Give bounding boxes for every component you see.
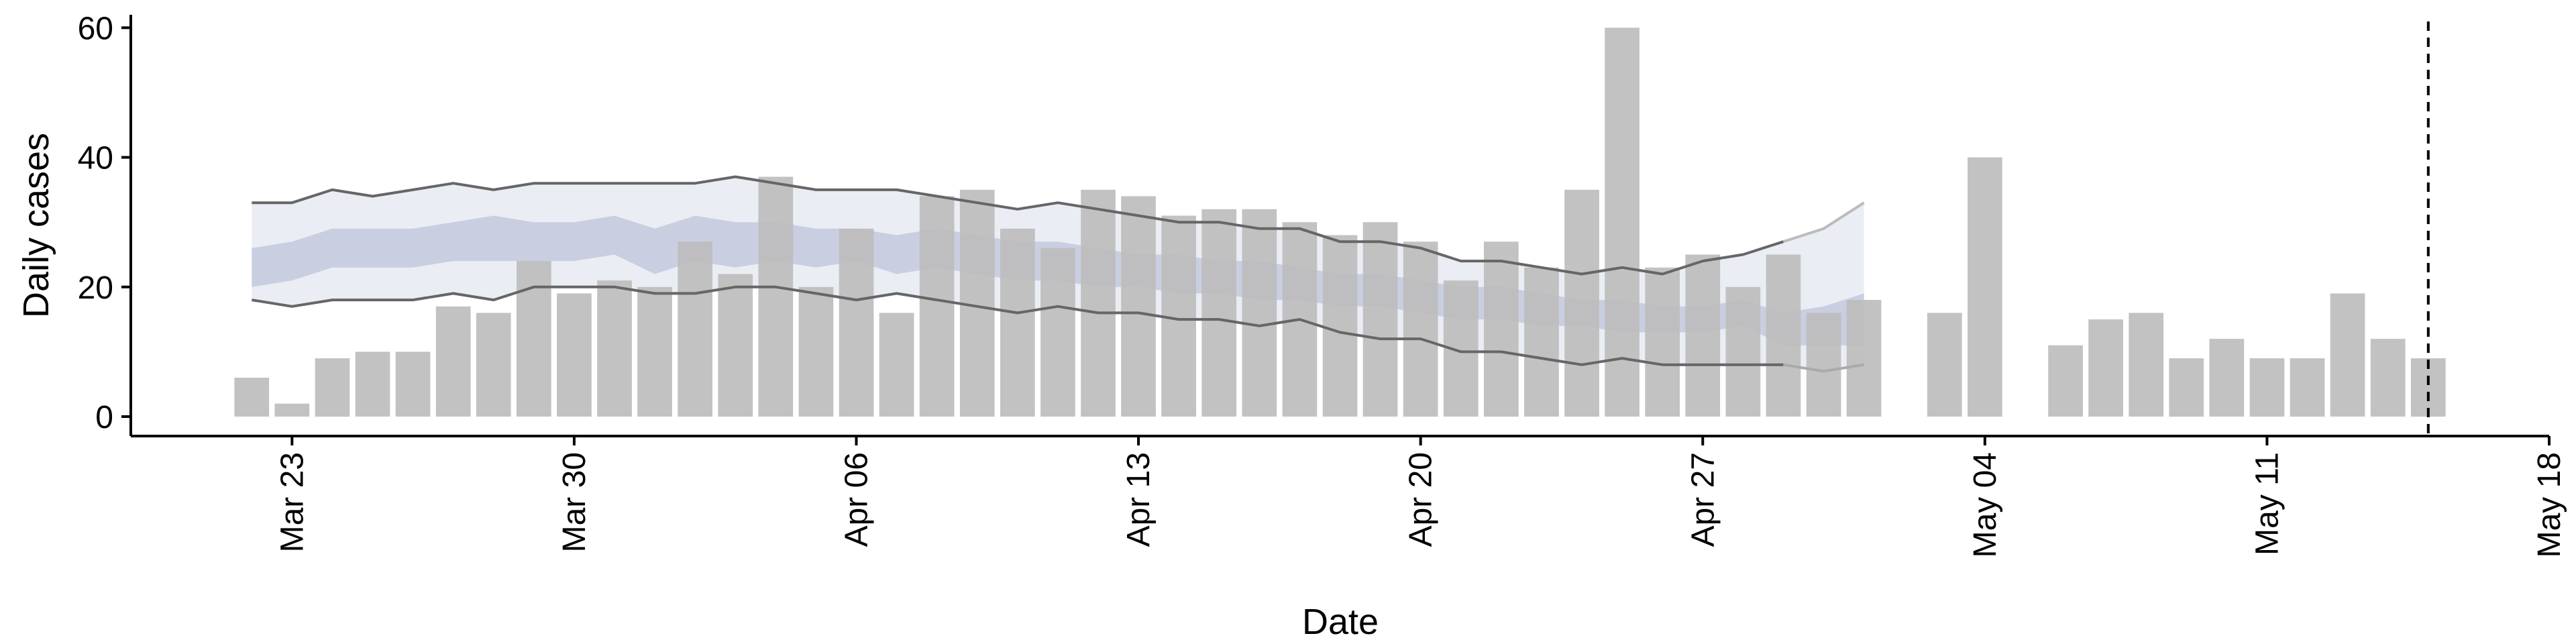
- bar-2020-04-23: [1524, 267, 1559, 417]
- y-tick-label: 60: [78, 11, 113, 46]
- bar-2020-05-13: [2330, 293, 2365, 417]
- x-tick-label: Apr 27: [1685, 452, 1721, 547]
- bar-2020-04-11: [1040, 248, 1075, 417]
- bar-2020-04-05: [798, 286, 834, 417]
- x-ticks: Mar 23 Mar 30 Apr 06 Apr 13 Apr 20 Apr 27 May …: [274, 436, 2567, 557]
- bar-2020-05-12: [2290, 358, 2325, 417]
- bar-2020-04-01: [637, 286, 672, 417]
- bar-2020-04-03: [718, 274, 753, 417]
- y-tick-label: 40: [78, 141, 113, 176]
- bar-2020-04-08: [919, 196, 955, 417]
- x-tick-label: May 18: [2532, 452, 2567, 557]
- y-tick-label: 0: [95, 400, 113, 435]
- line-upper-envelope-faded: [1782, 201, 1865, 244]
- bar-2020-03-30: [557, 293, 592, 417]
- bar-2020-04-10: [1000, 228, 1035, 417]
- bar-2020-04-07: [879, 313, 914, 417]
- x-tick-label: Mar 23: [274, 452, 310, 552]
- bar-2020-05-03: [1927, 313, 1962, 417]
- bar-2020-04-12: [1081, 189, 1116, 417]
- bar-2020-03-29: [517, 261, 551, 417]
- bar-2020-04-24: [1564, 189, 1599, 417]
- bar-2020-04-15: [1201, 209, 1237, 417]
- line-lower-envelope-faded: [1783, 363, 1864, 373]
- y-tick-label: 20: [78, 270, 113, 306]
- bar-2020-04-04: [758, 176, 794, 417]
- bar-2020-03-28: [476, 313, 511, 417]
- x-tick-label: Apr 20: [1403, 452, 1439, 547]
- x-tick-label: Mar 30: [557, 452, 592, 552]
- bar-2020-04-22: [1484, 241, 1519, 417]
- bar-2020-04-29: [1766, 254, 1801, 417]
- axes: [129, 15, 2549, 437]
- x-tick-label: Apr 13: [1121, 452, 1157, 547]
- bar-2020-05-10: [2209, 339, 2245, 417]
- x-tick-label: May 11: [2249, 452, 2285, 555]
- y-ticks: 0 20 40 60: [78, 11, 131, 435]
- bar-2020-05-14: [2370, 339, 2406, 417]
- bar-2020-04-25: [1605, 28, 1640, 417]
- bar-2020-04-26: [1645, 267, 1680, 417]
- bar-2020-04-16: [1242, 209, 1277, 417]
- x-tick-label: Apr 06: [839, 452, 875, 547]
- bar-2020-03-27: [435, 306, 471, 417]
- line-lower-envelope: [251, 285, 1784, 366]
- bar-2020-03-25: [355, 352, 390, 417]
- bar-2020-04-19: [1362, 222, 1398, 417]
- bar-2020-04-14: [1161, 215, 1196, 417]
- line-upper-envelope: [252, 175, 1784, 276]
- bar-2020-03-26: [395, 352, 431, 417]
- bar-2020-03-24: [315, 358, 350, 417]
- bar-2020-05-04: [1968, 157, 2002, 417]
- bar-2020-05-09: [2169, 358, 2204, 417]
- envelope-lines: [251, 175, 1865, 373]
- bar-2020-04-13: [1121, 196, 1156, 417]
- bar-2020-05-07: [2088, 319, 2123, 417]
- bar-2020-04-30: [1806, 313, 1841, 417]
- x-tick-label: May 04: [1968, 452, 2003, 557]
- bar-2020-04-06: [839, 228, 874, 417]
- bar-2020-05-01: [1846, 300, 1882, 417]
- bar-2020-03-22: [234, 378, 270, 417]
- y-axis-title: Daily cases: [16, 133, 56, 318]
- bar-2020-04-28: [1725, 286, 1761, 417]
- bar-2020-05-08: [2129, 313, 2163, 417]
- x-axis-title: Date: [1302, 602, 1379, 642]
- bar-2020-03-23: [274, 403, 310, 417]
- bar-2020-04-27: [1685, 254, 1721, 417]
- bar-2020-05-11: [2249, 358, 2285, 417]
- bar-2020-03-31: [597, 280, 632, 417]
- bar-2020-04-20: [1403, 241, 1438, 417]
- bar-2020-04-02: [678, 241, 712, 417]
- bar-2020-04-18: [1322, 235, 1358, 417]
- bar-2020-05-06: [2048, 345, 2083, 417]
